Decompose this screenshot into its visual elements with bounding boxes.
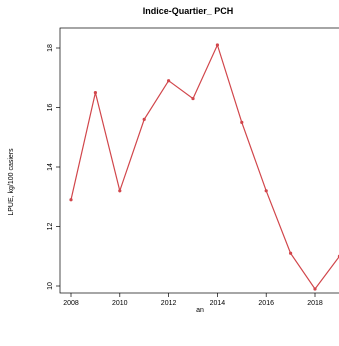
data-point: [215, 43, 219, 47]
data-point: [93, 91, 97, 95]
x-tick-label: 2010: [112, 300, 128, 307]
x-tick-label: 2012: [161, 300, 177, 307]
plot-area: 2008 2010 2012 2014 2016 2018 10 12 14 16 18: [47, 27, 339, 307]
x-tick-label: 2008: [63, 300, 79, 307]
y-tick-label: 14: [47, 163, 54, 171]
y-tick-label: 10: [47, 282, 54, 290]
data-point: [313, 287, 317, 291]
data-point: [191, 96, 195, 101]
data-point: [69, 198, 73, 202]
y-axis-label: LPUE, kg/100 casiers: [8, 148, 15, 216]
data-point: [118, 189, 122, 193]
y-tick-label: 18: [47, 44, 54, 52]
plot-frame: [59, 27, 339, 294]
data-point: [167, 79, 171, 83]
data-point: [240, 120, 244, 124]
x-tick-label: 2018: [307, 300, 323, 307]
x-tick-label: 2016: [258, 300, 274, 307]
chart-title: Indice-Quartier_ PCH: [143, 6, 234, 16]
y-tick-label: 16: [47, 104, 54, 112]
data-point: [289, 251, 293, 255]
y-tick-label: 12: [47, 223, 54, 231]
x-axis-label: an: [196, 307, 204, 314]
data-point: [264, 189, 268, 193]
series-line: [70, 43, 339, 291]
x-tick-label: 2014: [210, 300, 226, 307]
data-point: [142, 117, 146, 121]
